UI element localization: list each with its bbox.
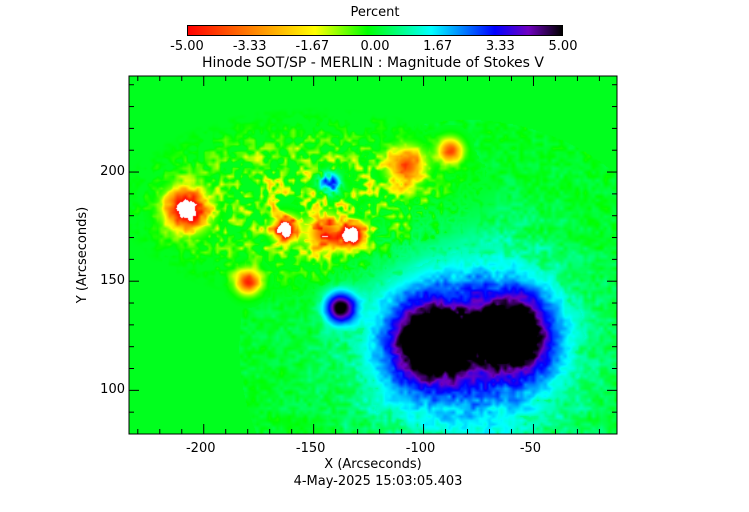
x-tick-label: -100 <box>405 441 436 456</box>
colorbar-title: Percent <box>350 5 400 20</box>
y-tick-label: 150 <box>100 273 125 289</box>
chart-title: Hinode SOT/SP - MERLIN : Magnitude of St… <box>202 55 544 71</box>
stokes-v-heatmap <box>129 76 617 434</box>
colorbar-tick-label: 5.00 <box>548 39 578 54</box>
plot-area <box>129 76 617 434</box>
colorbar-tick-label: 0.00 <box>360 39 390 54</box>
colorbar <box>187 25 563 36</box>
y-axis-label: Y (Arcseconds) <box>75 206 90 304</box>
x-tick-label: -200 <box>185 441 216 456</box>
y-tick-label: 100 <box>100 382 125 398</box>
y-tick-label: 200 <box>100 164 125 180</box>
colorbar-tick-label: 1.67 <box>423 39 453 54</box>
colorbar-tick-label: -3.33 <box>232 39 267 54</box>
x-tick-label: -50 <box>519 441 542 456</box>
timestamp: 4-May-2025 15:03:05.403 <box>293 474 463 489</box>
colorbar-tick-label: 3.33 <box>485 39 515 54</box>
x-axis-label: X (Arcseconds) <box>324 457 422 472</box>
x-tick-label: -150 <box>295 441 326 456</box>
plot-frame <box>128 75 618 435</box>
colorbar-tick-label: -1.67 <box>295 39 330 54</box>
colorbar-tick-label: -5.00 <box>170 39 204 54</box>
